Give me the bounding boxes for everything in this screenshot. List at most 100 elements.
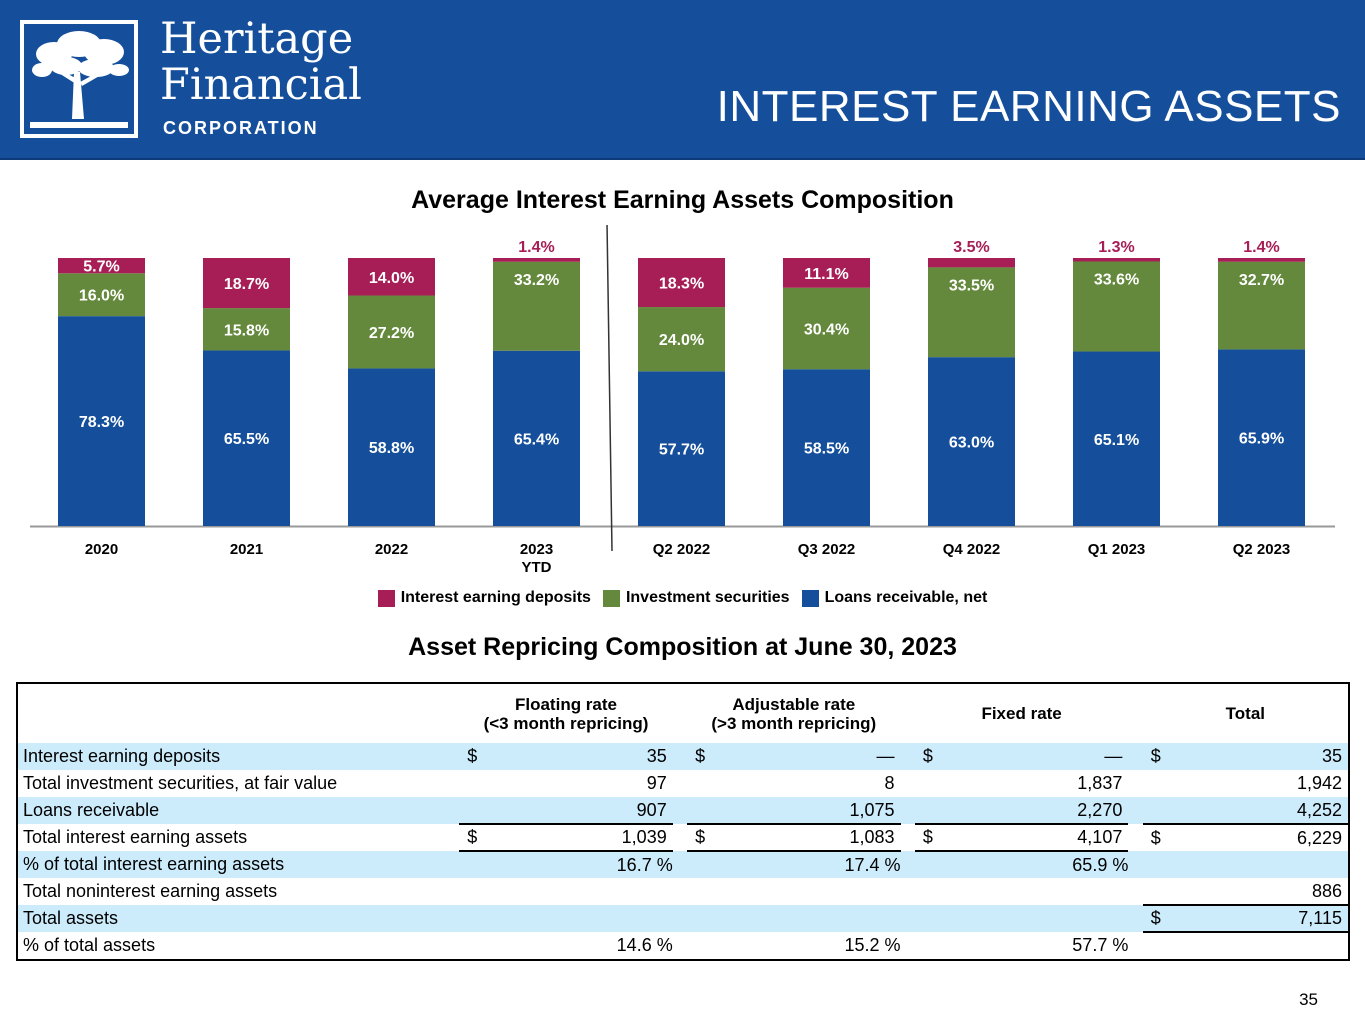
data-label: 1.4% (1243, 239, 1279, 256)
table-row: Loans receivable 907 1,075 2,270 4,252 (18, 797, 1348, 824)
column-gap (673, 932, 687, 959)
cell-value (728, 878, 900, 905)
column-gap (673, 770, 687, 797)
column-gap (672, 905, 688, 932)
column-gap (1128, 824, 1142, 851)
cell-value: 35 (500, 743, 673, 770)
x-tick-label: Q3 2022 (798, 541, 856, 558)
col-header-fixed: Fixed rate (981, 704, 1062, 723)
data-label: 63.0% (949, 435, 994, 452)
table-row: Total noninterest earning assets 886 (18, 878, 1348, 905)
legend-label: Investment securities (625, 589, 790, 606)
x-tick-label: 2023 (520, 541, 553, 558)
x-tick-label: YTD (522, 559, 552, 576)
column-gap (901, 824, 915, 851)
currency-symbol (687, 770, 728, 797)
data-label: 11.1% (804, 266, 848, 283)
column-gap (672, 851, 688, 878)
data-label: 18.7% (224, 276, 269, 293)
x-tick-label: 2021 (230, 541, 263, 558)
bar-segment (348, 258, 435, 296)
column-gap (673, 824, 687, 851)
cell-value (1183, 931, 1348, 959)
x-tick-label: Q2 2023 (1233, 541, 1291, 558)
cell-value: 1,039 (500, 823, 673, 851)
currency-symbol (459, 932, 500, 959)
column-gap (901, 770, 915, 797)
currency-symbol (1143, 770, 1184, 797)
data-label: 24.0% (659, 332, 704, 349)
bar-segment (493, 258, 580, 262)
bar-segment (783, 258, 870, 288)
currency-symbol (459, 905, 501, 932)
cell-value: 97 (646, 773, 667, 793)
bar-segment (638, 307, 725, 372)
currency-symbol (459, 850, 501, 878)
column-gap (900, 851, 915, 878)
cell-value: 65.9 % (955, 850, 1129, 878)
period-divider (606, 225, 613, 552)
cell-value (956, 878, 1128, 905)
cell-value (500, 878, 672, 905)
legend-swatch (377, 589, 395, 607)
col-header-floating: Floating rate (<3 month repricing) (483, 694, 649, 733)
data-label: 15.8% (224, 322, 269, 339)
bar-segment (493, 350, 580, 526)
column-gap (1128, 905, 1143, 932)
legend-swatch (801, 589, 819, 607)
cell-value: 6,229 (1183, 823, 1348, 851)
chart-legend: Interest earning deposits Investment secu… (0, 589, 1365, 607)
bar-segment (348, 295, 435, 369)
table-row: Total investment securities, at fair val… (18, 770, 1348, 797)
currency-symbol: $ (1142, 904, 1184, 932)
cell-value: 14.6 % (616, 935, 673, 955)
bar-segment (638, 371, 725, 526)
x-tick-label: Q2 2022 (653, 541, 711, 558)
column-gap (1128, 797, 1143, 824)
currency-symbol (915, 932, 956, 959)
data-label: 1.4% (518, 239, 554, 256)
logo-line-3: CORPORATION (163, 118, 319, 138)
stacked-bar-chart: 78.3% 16.0% 5.7% 2020 65.5% 15.8% 18.7% 2021 58.… (30, 225, 1335, 576)
row-label: Total noninterest earning assets (23, 881, 278, 901)
column-gap (900, 797, 915, 824)
column-gap (1128, 932, 1142, 959)
currency-symbol: $ (459, 743, 501, 770)
currency-symbol: $ (1142, 743, 1184, 770)
x-tick-label: Q1 2023 (1088, 541, 1146, 558)
cell-value: 1,942 (1296, 773, 1342, 793)
cell-value: 15.2 % (844, 935, 901, 955)
x-tick-label: 2022 (375, 541, 408, 558)
data-label: 78.3% (79, 414, 124, 431)
data-label: 30.4% (804, 321, 849, 338)
data-label: 14.0% (369, 270, 414, 287)
column-gap (901, 878, 915, 905)
currency-symbol (687, 905, 729, 932)
data-label: 65.4% (514, 431, 559, 448)
bar-segment (58, 316, 145, 526)
logo-line-1: Heritage (160, 14, 354, 64)
header-banner: Heritage Financial CORPORATION INTEREST … (0, 0, 1365, 160)
currency-symbol (687, 797, 729, 824)
bar-segment (928, 258, 1015, 268)
currency-symbol: $ (687, 743, 729, 770)
data-label: 33.5% (949, 277, 994, 294)
table-row: Total assets $7,115 (18, 904, 1348, 932)
bar-segment (928, 267, 1015, 358)
table-row: Total interest earning assets $1,039 $1,08… (18, 823, 1348, 851)
bar-segment (783, 287, 870, 370)
legend-item: Investment securities (602, 589, 790, 607)
header-label-col (18, 684, 459, 743)
column-gap (673, 878, 687, 905)
bar-segment (203, 350, 290, 526)
currency-symbol: $ (1142, 823, 1184, 851)
x-tick-label: Q4 2022 (943, 541, 1001, 558)
legend-label: Loans receivable, net (824, 589, 988, 606)
column-gap (1128, 878, 1142, 905)
cell-value: 4,107 (955, 823, 1129, 851)
legend-item: Loans receivable, net (801, 589, 988, 607)
cell-value: 1,837 (1077, 773, 1123, 793)
bar-segment (1218, 261, 1305, 350)
cell-value: 1,075 (728, 797, 901, 824)
data-label: 5.7% (83, 259, 119, 276)
